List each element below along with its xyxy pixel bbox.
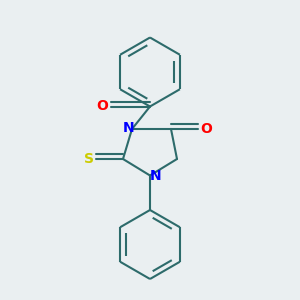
Text: S: S: [84, 152, 94, 166]
Text: N: N: [150, 169, 161, 182]
Text: O: O: [200, 122, 212, 136]
Text: O: O: [96, 100, 108, 113]
Text: N: N: [123, 121, 134, 135]
